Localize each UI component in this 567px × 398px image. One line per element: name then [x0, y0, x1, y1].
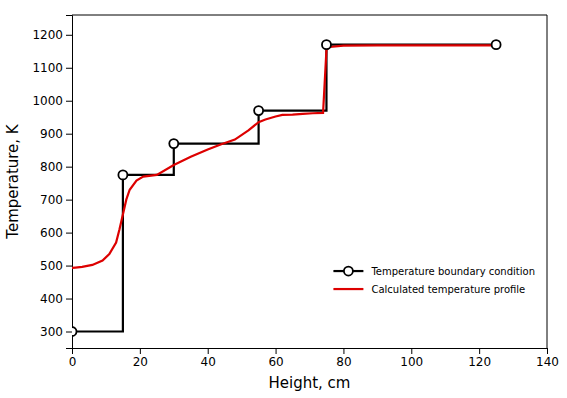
- tick-mark: [66, 101, 72, 102]
- legend-label: Calculated temperature profile: [371, 284, 525, 295]
- tick-mark: [66, 68, 72, 69]
- plot: 0 20 40 60 80 100 120 140 300 400 500 600 700 800 900 1…: [32, 15, 559, 369]
- tick: 80: [336, 348, 351, 369]
- y-axis: 300 400 500 600 700 800 900 1000 1100 1200: [32, 16, 72, 349]
- tick-mark: [208, 348, 209, 354]
- tick-mark: [343, 348, 344, 354]
- legend-line: [333, 288, 363, 290]
- tick: 700: [40, 193, 72, 207]
- tick-label: 0: [69, 355, 77, 369]
- tick: 60: [268, 348, 283, 369]
- tick-mark: [411, 348, 412, 354]
- tick-label: 700: [40, 193, 63, 207]
- frame-line: [547, 15, 548, 348]
- tick-mark: [276, 348, 277, 354]
- tick-label: 100: [400, 355, 423, 369]
- tick-mark: [479, 348, 480, 354]
- tick-mark: [66, 233, 72, 234]
- tick-label: 900: [40, 127, 63, 141]
- tick-label: 600: [40, 226, 63, 240]
- marker: [492, 40, 501, 49]
- marker: [254, 106, 263, 115]
- tick-label: 1000: [32, 94, 63, 108]
- tick-mark: [66, 299, 72, 300]
- tick: 600: [40, 226, 72, 240]
- legend-item: Calculated temperature profile: [333, 284, 525, 295]
- tick: 40: [201, 348, 216, 369]
- tick: 500: [40, 259, 72, 273]
- tick-mark: [140, 348, 141, 354]
- tick: 0: [69, 348, 77, 369]
- tick-label: 500: [40, 259, 63, 273]
- tick: 120: [468, 348, 491, 369]
- tick: 800: [40, 160, 72, 174]
- tick: 300: [40, 325, 72, 339]
- chart: 0 20 40 60 80 100 120 140 300 400 500 600 700 800 900 1…: [0, 0, 567, 398]
- tick-label: 800: [40, 160, 63, 174]
- tick: 100: [400, 348, 423, 369]
- tick: 1200: [32, 28, 72, 42]
- tick-label: 80: [336, 355, 351, 369]
- tick-label: 60: [268, 355, 283, 369]
- marker: [322, 40, 331, 49]
- legend: Temperature boundary condition Calculated…: [333, 266, 535, 295]
- tick-mark: [66, 266, 72, 267]
- tick-mark: [66, 35, 72, 36]
- tick-label: 120: [468, 355, 491, 369]
- y-axis-title: Temperature, K: [4, 123, 22, 240]
- tick-label: 300: [40, 325, 63, 339]
- legend-item: Temperature boundary condition: [333, 266, 535, 277]
- tick: 20: [133, 348, 148, 369]
- tick-mark: [547, 348, 548, 354]
- marker: [169, 139, 178, 148]
- tick-mark: [66, 134, 72, 135]
- axis-line: [73, 349, 548, 355]
- tick-label: 400: [40, 292, 63, 306]
- frame-line: [72, 15, 547, 16]
- tick-label: 1200: [32, 28, 63, 42]
- tick: 1100: [32, 61, 72, 75]
- tick: 900: [40, 127, 72, 141]
- tick: 400: [40, 292, 72, 306]
- tick-label: 1100: [32, 61, 63, 75]
- marker: [118, 170, 127, 179]
- tick-mark: [66, 200, 72, 201]
- tick: 1000: [32, 94, 72, 108]
- tick-label: 20: [133, 355, 148, 369]
- marker: [72, 327, 77, 336]
- legend-marker: [344, 267, 353, 276]
- axis-line: [66, 16, 73, 349]
- tick: 140: [536, 348, 559, 369]
- tick-label: 140: [536, 355, 559, 369]
- line: [72, 45, 496, 268]
- legend-label: Temperature boundary condition: [370, 266, 535, 277]
- x-axis: 0 20 40 60 80 100 120 140: [69, 348, 559, 369]
- tick-label: 40: [201, 355, 216, 369]
- tick-mark: [66, 332, 72, 333]
- x-axis-title: Height, cm: [269, 374, 351, 392]
- tick-mark: [66, 167, 72, 168]
